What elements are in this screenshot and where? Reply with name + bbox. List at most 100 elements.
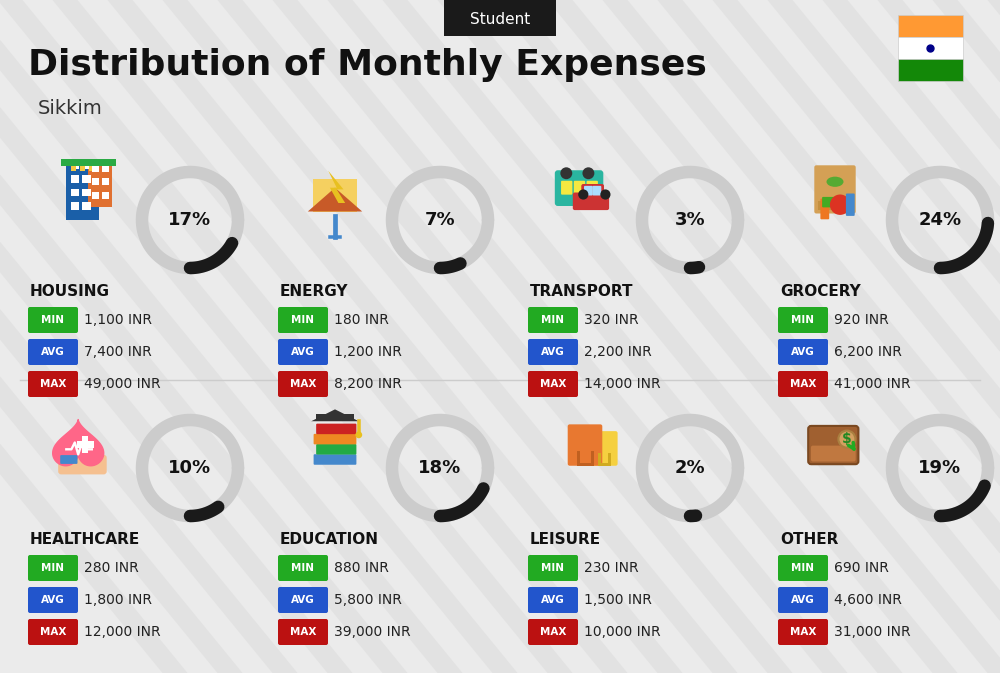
- FancyBboxPatch shape: [82, 162, 91, 169]
- FancyBboxPatch shape: [778, 619, 828, 645]
- Circle shape: [830, 194, 850, 215]
- FancyBboxPatch shape: [89, 160, 94, 171]
- FancyBboxPatch shape: [92, 178, 99, 185]
- Text: AVG: AVG: [541, 347, 565, 357]
- Text: 10%: 10%: [168, 459, 212, 477]
- Ellipse shape: [826, 176, 844, 187]
- Text: AVG: AVG: [791, 595, 815, 605]
- Text: MAX: MAX: [790, 379, 816, 389]
- FancyBboxPatch shape: [314, 434, 356, 444]
- FancyBboxPatch shape: [778, 307, 828, 333]
- Text: Distribution of Monthly Expenses: Distribution of Monthly Expenses: [28, 48, 707, 82]
- Text: AVG: AVG: [791, 347, 815, 357]
- FancyBboxPatch shape: [28, 307, 78, 333]
- Circle shape: [838, 431, 855, 448]
- Circle shape: [560, 168, 572, 179]
- Text: 320 INR: 320 INR: [584, 313, 639, 327]
- Text: 17%: 17%: [168, 211, 212, 229]
- FancyBboxPatch shape: [444, 0, 556, 36]
- FancyBboxPatch shape: [778, 371, 828, 397]
- Text: 1,800 INR: 1,800 INR: [84, 593, 152, 607]
- FancyBboxPatch shape: [71, 202, 79, 210]
- Text: 12,000 INR: 12,000 INR: [84, 625, 161, 639]
- FancyBboxPatch shape: [814, 166, 856, 213]
- FancyBboxPatch shape: [82, 435, 88, 453]
- FancyBboxPatch shape: [898, 59, 962, 81]
- FancyBboxPatch shape: [71, 188, 79, 197]
- FancyBboxPatch shape: [846, 194, 855, 216]
- Text: AVG: AVG: [541, 595, 565, 605]
- Text: MAX: MAX: [40, 379, 66, 389]
- FancyBboxPatch shape: [80, 160, 85, 171]
- FancyBboxPatch shape: [528, 619, 578, 645]
- Text: 1,500 INR: 1,500 INR: [584, 593, 652, 607]
- Text: 18%: 18%: [418, 459, 462, 477]
- FancyBboxPatch shape: [314, 454, 356, 465]
- Text: 14,000 INR: 14,000 INR: [584, 377, 661, 391]
- Text: EDUCATION: EDUCATION: [280, 532, 379, 548]
- FancyBboxPatch shape: [581, 184, 604, 199]
- FancyBboxPatch shape: [71, 160, 76, 171]
- FancyBboxPatch shape: [555, 170, 603, 206]
- Polygon shape: [53, 420, 104, 466]
- Text: HOUSING: HOUSING: [30, 285, 110, 299]
- Text: MAX: MAX: [790, 627, 816, 637]
- Text: 49,000 INR: 49,000 INR: [84, 377, 161, 391]
- FancyBboxPatch shape: [76, 441, 94, 448]
- Text: MIN: MIN: [792, 315, 814, 325]
- Text: 7%: 7%: [425, 211, 455, 229]
- Text: LEISURE: LEISURE: [530, 532, 601, 548]
- Text: 4,600 INR: 4,600 INR: [834, 593, 902, 607]
- Text: 2,200 INR: 2,200 INR: [584, 345, 652, 359]
- FancyBboxPatch shape: [82, 175, 91, 182]
- Text: MAX: MAX: [290, 627, 316, 637]
- Text: AVG: AVG: [291, 595, 315, 605]
- FancyBboxPatch shape: [528, 587, 578, 613]
- Text: MIN: MIN: [42, 315, 64, 325]
- FancyBboxPatch shape: [528, 307, 578, 333]
- FancyBboxPatch shape: [898, 15, 962, 37]
- Text: 19%: 19%: [918, 459, 962, 477]
- Text: AVG: AVG: [41, 347, 65, 357]
- Text: MIN: MIN: [42, 563, 64, 573]
- FancyBboxPatch shape: [898, 37, 962, 59]
- Text: 180 INR: 180 INR: [334, 313, 389, 327]
- Text: 920 INR: 920 INR: [834, 313, 889, 327]
- FancyBboxPatch shape: [278, 307, 328, 333]
- FancyBboxPatch shape: [71, 175, 79, 182]
- Text: ENERGY: ENERGY: [280, 285, 349, 299]
- Text: AVG: AVG: [41, 595, 65, 605]
- Text: AVG: AVG: [291, 347, 315, 357]
- FancyBboxPatch shape: [590, 431, 618, 466]
- FancyBboxPatch shape: [278, 371, 328, 397]
- FancyBboxPatch shape: [316, 415, 354, 421]
- FancyBboxPatch shape: [61, 159, 116, 166]
- Polygon shape: [328, 171, 345, 203]
- FancyBboxPatch shape: [818, 201, 852, 210]
- FancyBboxPatch shape: [820, 199, 829, 219]
- Text: 41,000 INR: 41,000 INR: [834, 377, 911, 391]
- FancyBboxPatch shape: [528, 555, 578, 581]
- FancyBboxPatch shape: [82, 202, 91, 210]
- Text: 2%: 2%: [675, 459, 705, 477]
- FancyBboxPatch shape: [573, 192, 609, 210]
- FancyBboxPatch shape: [778, 339, 828, 365]
- Text: 1,200 INR: 1,200 INR: [334, 345, 402, 359]
- Text: MIN: MIN: [792, 563, 814, 573]
- FancyBboxPatch shape: [66, 160, 99, 220]
- Text: TRANSPORT: TRANSPORT: [530, 285, 634, 299]
- Circle shape: [578, 189, 588, 200]
- Text: MAX: MAX: [540, 379, 566, 389]
- FancyBboxPatch shape: [313, 179, 357, 211]
- Text: 5,800 INR: 5,800 INR: [334, 593, 402, 607]
- FancyBboxPatch shape: [92, 165, 99, 172]
- FancyBboxPatch shape: [316, 423, 356, 434]
- FancyBboxPatch shape: [102, 178, 109, 185]
- FancyBboxPatch shape: [778, 555, 828, 581]
- FancyBboxPatch shape: [587, 181, 598, 194]
- Text: 280 INR: 280 INR: [84, 561, 139, 575]
- FancyBboxPatch shape: [88, 160, 112, 207]
- FancyBboxPatch shape: [278, 587, 328, 613]
- Text: MAX: MAX: [290, 379, 316, 389]
- Polygon shape: [308, 188, 362, 211]
